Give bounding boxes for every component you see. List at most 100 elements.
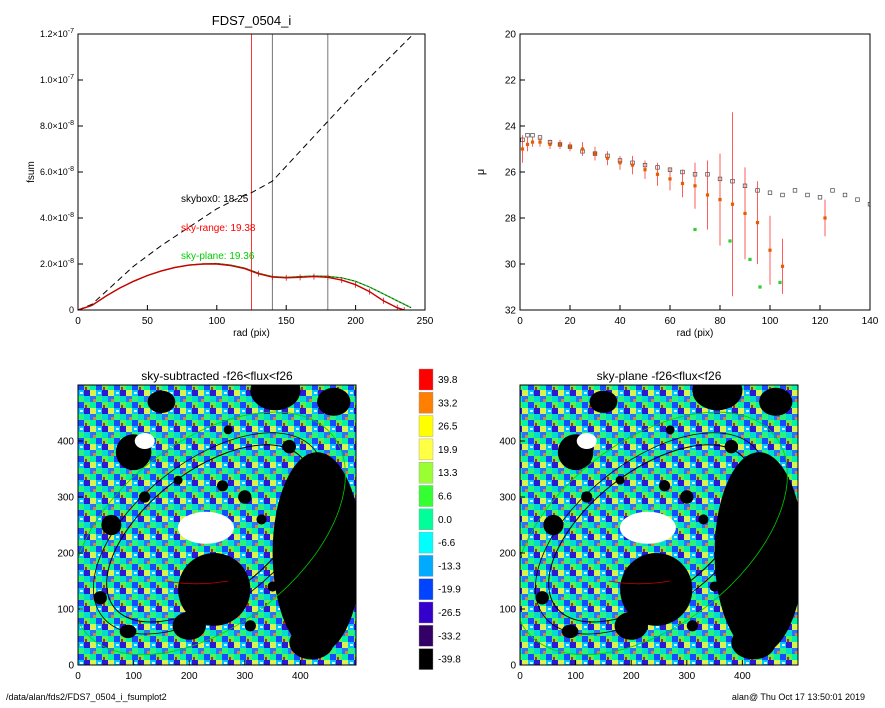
chart-title: FDS7_0504_i: [212, 13, 292, 28]
mu-point-open: [855, 197, 860, 202]
mu-point: [755, 221, 760, 225]
mask-region: [615, 475, 625, 485]
mu-point: [680, 181, 685, 186]
mask-region: [589, 390, 618, 413]
x-axis-label: rad (pix): [233, 328, 270, 339]
x-tick-label: 400: [292, 671, 309, 682]
y-tick-label: 8.0×10-8: [40, 120, 74, 131]
mu-point-open: [792, 188, 798, 193]
colorbar-label: -39.8: [438, 655, 461, 666]
mask-region: [244, 620, 256, 632]
mu-point-open: [867, 202, 870, 207]
mu-point-open: [525, 133, 530, 138]
mask-region: [238, 490, 252, 504]
y-tick-label: 400: [57, 437, 74, 448]
mask-region: [272, 452, 356, 654]
mu-point-open: [780, 192, 785, 198]
x-tick-label: 100: [208, 316, 225, 327]
mu-point: [668, 177, 672, 181]
x-tick-label: 80: [714, 316, 726, 327]
isophote-inner: [106, 444, 312, 623]
mask-region: [665, 425, 675, 435]
mu-point-open: [830, 188, 835, 193]
saturated-patch: [177, 511, 234, 544]
isophote-mid: [535, 432, 767, 635]
mu-point: [538, 140, 542, 144]
colorbar-label: -33.2: [438, 631, 461, 642]
mask-region: [250, 385, 301, 411]
mu-point: [705, 193, 710, 197]
mask-region: [217, 480, 229, 492]
mask-region: [692, 385, 743, 411]
y-tick-label: 200: [57, 549, 74, 560]
annotation-1: sky-range: 19.38: [181, 223, 256, 234]
x-tick-label: 150: [278, 316, 295, 327]
colorbar-swatch: [418, 578, 434, 600]
saturated-patch: [134, 433, 155, 449]
mu-point: [748, 257, 752, 261]
mask-region: [698, 514, 709, 525]
x-axis-label: rad (pix): [677, 328, 714, 339]
mask-region: [101, 514, 122, 536]
x-tick-label: 50: [142, 316, 154, 327]
x-tick-label: 60: [664, 316, 676, 327]
x-tick-label: 0: [75, 316, 81, 327]
y-tick-label: 300: [57, 493, 74, 504]
mu-point: [520, 147, 525, 151]
y-tick-label: 28: [505, 214, 517, 225]
y-tick-label: 100: [499, 605, 516, 616]
y-tick-label: 1.2×10-7: [40, 28, 74, 39]
fsum-plot-area: [78, 34, 412, 310]
colorbar-swatch: [418, 485, 434, 507]
mu-point: [728, 239, 732, 243]
colorbar-label: 26.5: [438, 422, 458, 433]
colorbar-label: 19.9: [438, 445, 458, 456]
mu-panel: 0 20 40 60 80 100 120 140 20 22 24 26 28 30 32 rad (pix…: [475, 30, 879, 340]
saturated-patch: [619, 511, 676, 544]
mask-region: [267, 581, 278, 592]
x-tick-label: 250: [417, 316, 434, 327]
y-tick-label: 100: [57, 605, 74, 616]
mu-point: [743, 211, 747, 215]
mask-region: [147, 390, 176, 413]
isophote-inner: [548, 444, 754, 623]
y-tick-label: 32: [505, 306, 517, 317]
mask-region: [282, 439, 296, 454]
mask-region: [731, 625, 776, 660]
mu-point: [618, 161, 622, 165]
x-tick-label: 300: [236, 671, 253, 682]
mask-region: [620, 553, 693, 626]
mu-point: [693, 227, 697, 232]
isophote-outer: [78, 411, 346, 656]
mask-region: [178, 553, 251, 626]
heatmap-image: [78, 385, 356, 665]
x-tick-label: 0: [517, 316, 523, 327]
mask-region: [714, 452, 798, 654]
heatmap-image: [520, 385, 798, 665]
mu-point: [778, 280, 782, 284]
mu-point: [643, 168, 647, 172]
mask-region: [659, 480, 671, 492]
mu-point: [593, 152, 597, 156]
x-tick-label: 400: [734, 671, 751, 682]
red-arc: [608, 580, 671, 585]
y-tick-label: 4.0×10-8: [40, 212, 74, 223]
mu-point-open: [817, 195, 823, 200]
mu-point: [558, 142, 562, 146]
mu-point: [768, 248, 772, 252]
fsum-panel: FDS7_0504_i 0 50 100 150 200 250 0 2.0×10-8 4.0×1…: [26, 13, 434, 339]
colorbar: 39.8 33.2 26.5 19.9 13.3 6.6 0.0 -6.6 -13.3 -19.9…: [418, 368, 461, 670]
mask-region: [289, 625, 334, 660]
mask-region: [93, 591, 107, 605]
annotation-2: sky-plane: 19.36: [181, 251, 255, 262]
heatmap-frame: [519, 384, 799, 666]
mu-point: [580, 147, 585, 151]
x-tick-label: 200: [181, 671, 198, 682]
mask-region: [317, 387, 351, 416]
colorbar-swatch: [418, 508, 434, 530]
sky-plane-panel: sky-plane -f26<flux<f26 0 100 200 300 400 0 100…: [499, 369, 799, 682]
y-tick-label: 200: [499, 549, 516, 560]
mask-region: [139, 491, 151, 503]
x-tick-label: 40: [614, 316, 626, 327]
figure-canvas: FDS7_0504_i0 50 100 150 200 25002.0×10-84.0×1…: [26, 13, 879, 682]
